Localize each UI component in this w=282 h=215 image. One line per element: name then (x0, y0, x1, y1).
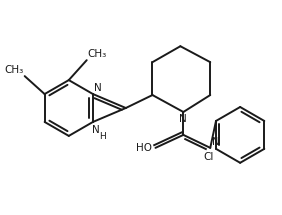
Text: N: N (92, 125, 100, 135)
Text: Cl: Cl (204, 152, 214, 162)
Text: N: N (94, 83, 102, 93)
Text: H: H (99, 132, 106, 141)
Text: CH₃: CH₃ (88, 49, 107, 59)
Text: N: N (212, 137, 220, 147)
Text: HO: HO (136, 143, 153, 153)
Text: N: N (179, 114, 187, 124)
Text: CH₃: CH₃ (5, 65, 24, 75)
